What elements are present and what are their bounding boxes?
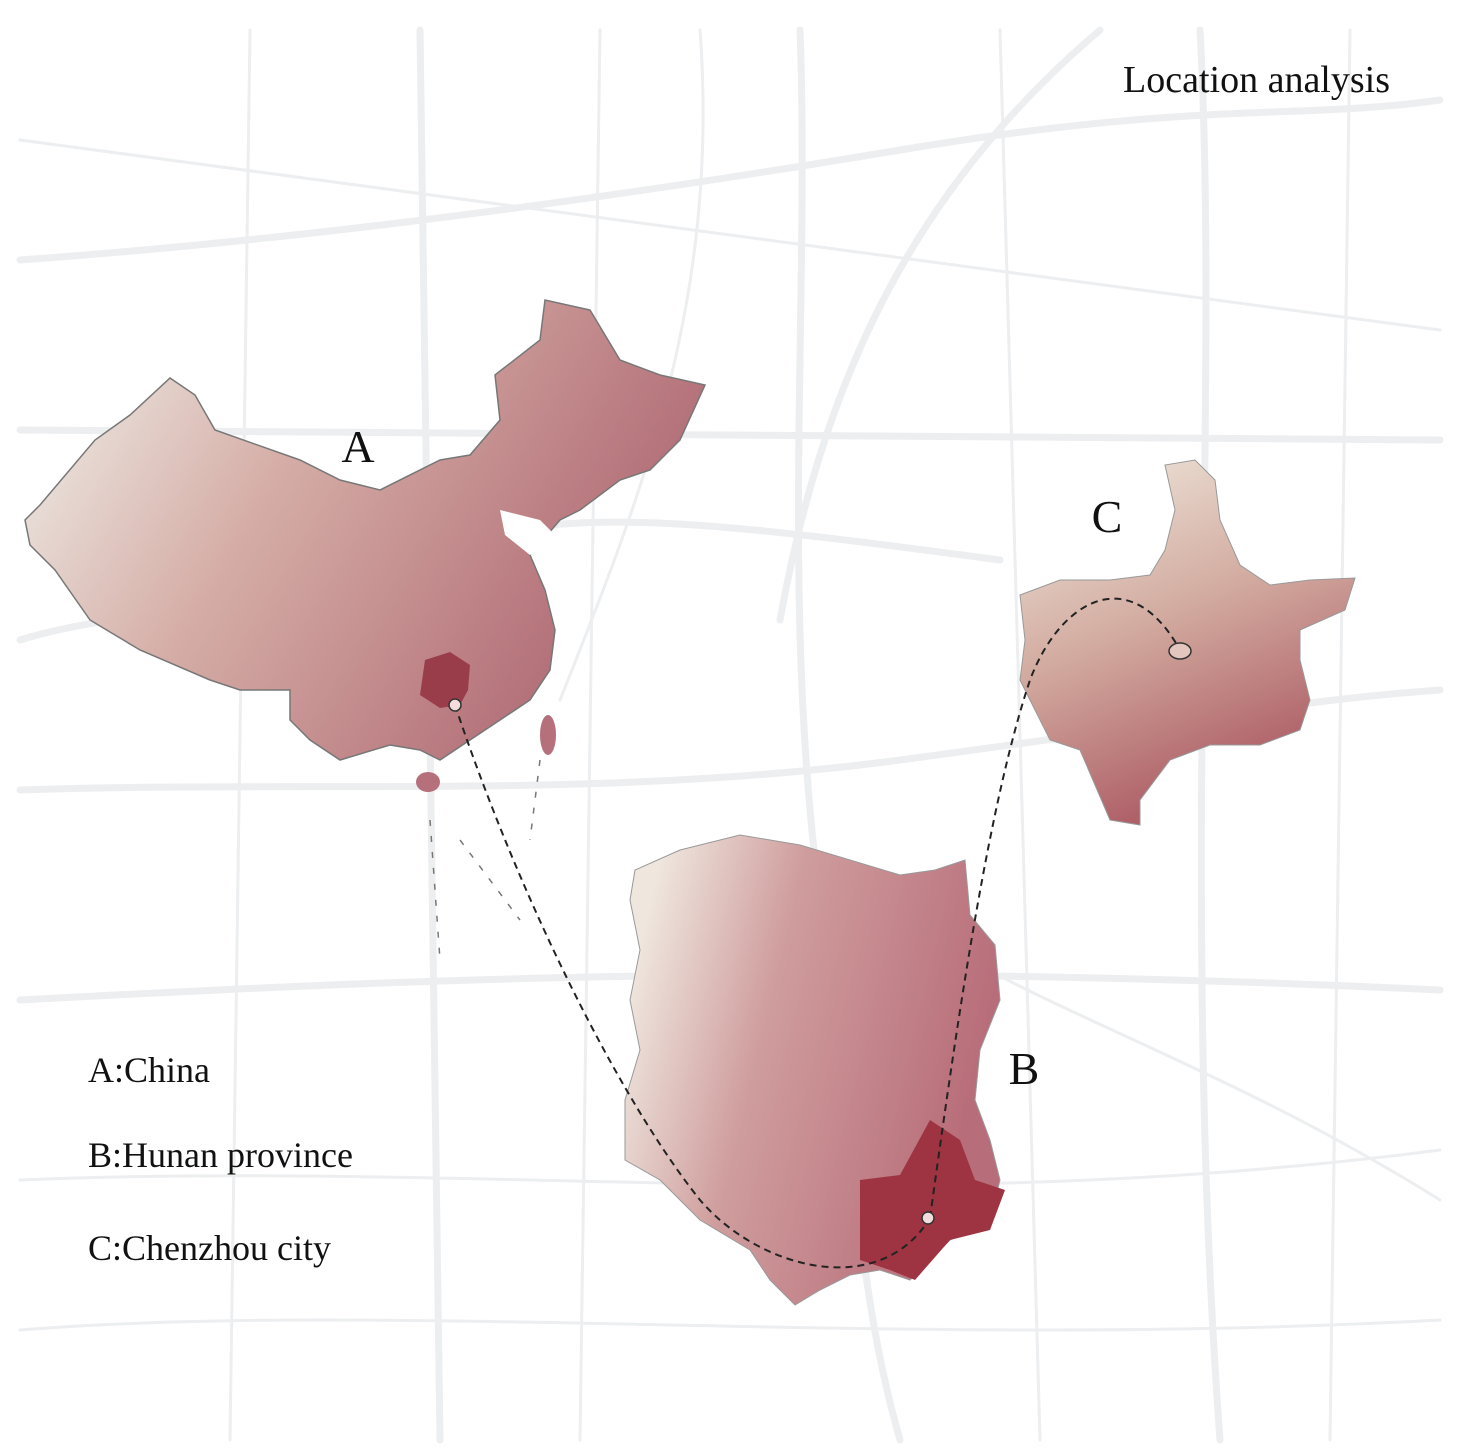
map-label: A bbox=[341, 421, 374, 472]
chenzhou-marker bbox=[1168, 642, 1192, 660]
hainan bbox=[416, 772, 440, 792]
china-to-hunan-line bbox=[454, 704, 931, 1269]
china-marker bbox=[448, 698, 462, 712]
connector-lines bbox=[454, 597, 1181, 1269]
title: Location analysis bbox=[1123, 59, 1390, 101]
legend-item: B:Hunan province bbox=[88, 1135, 353, 1175]
taiwan bbox=[540, 715, 556, 755]
hunan-in-china bbox=[420, 652, 470, 708]
china-map bbox=[24, 299, 707, 961]
south-sea-islands bbox=[429, 759, 541, 961]
hunan-marker bbox=[921, 1211, 935, 1225]
legend-item: A:China bbox=[88, 1050, 210, 1090]
map-label: C bbox=[1092, 491, 1123, 542]
chenzhou-map bbox=[1019, 459, 1356, 826]
map-label: B bbox=[1009, 1043, 1040, 1094]
hunan-to-chenzhou-line bbox=[929, 597, 1181, 1219]
bohai-sea bbox=[500, 510, 560, 555]
china-outline bbox=[24, 299, 707, 761]
legend-item: C:Chenzhou city bbox=[88, 1228, 331, 1268]
